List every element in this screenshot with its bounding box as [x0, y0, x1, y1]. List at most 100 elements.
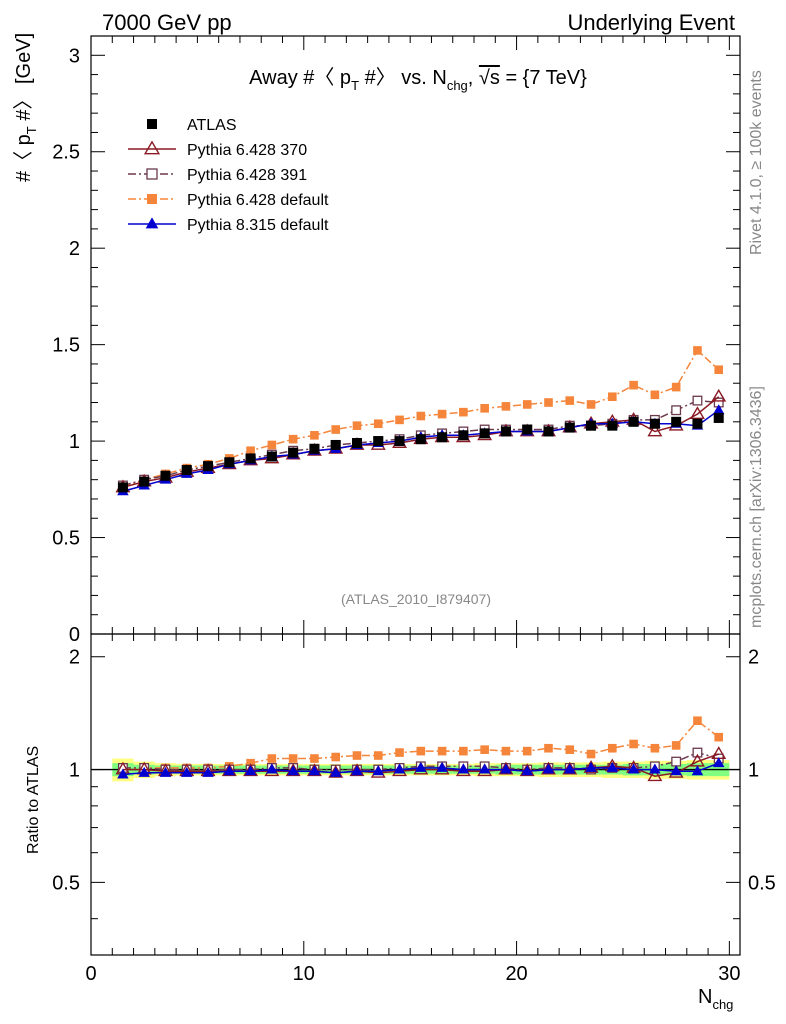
point-0-8	[288, 447, 299, 458]
ratio-point-2-15	[437, 746, 447, 756]
title-part-d: chg	[447, 78, 468, 93]
ratio-point-2-11	[352, 751, 362, 760]
series-0	[117, 412, 724, 493]
point-1-28	[711, 388, 727, 402]
point-0-28	[713, 412, 724, 423]
ratio-point-3-8	[287, 765, 299, 776]
ylabel-part-a: #〈 p	[13, 134, 35, 182]
ratio-point-0-8	[285, 763, 301, 777]
ratio-point-3-0	[117, 768, 129, 779]
point-2-27	[692, 395, 703, 406]
ratio-point-0-6	[243, 763, 259, 777]
ratio-point-2-26	[671, 741, 681, 750]
ratio-point-3-12	[372, 765, 385, 776]
legend-marker-4	[145, 217, 159, 229]
ratio-point-3-4	[202, 766, 214, 777]
title-part-a: Away #〈 p	[249, 67, 351, 89]
ratio-series-2	[118, 716, 724, 774]
point-3-18	[501, 402, 511, 411]
title-part-e: ,	[468, 67, 479, 89]
ratio-point-2-8	[288, 754, 298, 763]
ratio-point-3-25	[649, 763, 661, 774]
main-marks	[115, 346, 727, 496]
ratio-point-3-14	[415, 761, 427, 772]
point-3-20	[544, 398, 553, 407]
legend-label-2: Pythia 6.428 391	[187, 167, 307, 184]
xlabel-part-a: N	[698, 986, 712, 1008]
legend-label-3: Pythia 6.428 default	[187, 192, 329, 209]
point-0-24	[628, 416, 639, 427]
analysis-watermark: (ATLAS_2010_I879407)	[341, 591, 491, 607]
ratio-point-2-12	[373, 751, 383, 760]
ratio-point-2-10	[331, 752, 341, 762]
title-part-b: T	[351, 78, 359, 93]
x-tick-label-2: 20	[505, 963, 527, 985]
ratio-point-2-9	[310, 754, 319, 763]
ratio-point-2-6	[246, 758, 255, 768]
point-3-15	[437, 409, 447, 419]
legend-marker-1	[143, 140, 161, 155]
point-0-15	[437, 432, 448, 443]
ratio-point-3-13	[393, 763, 406, 774]
ylabel-part-c: #〉 [GeV]	[13, 33, 35, 126]
ratio-point-0-10	[328, 764, 344, 778]
ratio-point-2-21	[565, 745, 575, 754]
point-0-26	[671, 416, 682, 427]
point-0-23	[607, 420, 618, 431]
ratio-point-0-19	[519, 763, 535, 777]
point-0-7	[266, 451, 277, 462]
legend-marker-3	[147, 194, 157, 204]
main-panel: 00.511.522.53 Away #〈 pT #〉 vs. Nchg, √s…	[13, 33, 741, 646]
legend-label-1: Pythia 6.428 370	[187, 142, 307, 159]
point-3-8	[288, 434, 298, 444]
point-3-19	[522, 400, 532, 409]
ratio-y-label-left-1: 1	[69, 760, 80, 782]
legend-label-0: ATLAS	[187, 117, 237, 134]
ratio-point-3-20	[542, 763, 555, 774]
ratio-point-3-18	[500, 763, 512, 774]
x-tick-label-1: 10	[293, 963, 315, 985]
legend: ATLAS Pythia 6.428 370 Pythia 6.428 391 …	[128, 117, 329, 234]
ratio-point-3-27	[691, 765, 704, 776]
ratio-point-2-18	[501, 746, 511, 756]
point-0-20	[543, 426, 554, 437]
point-3-14	[416, 411, 426, 421]
title-part-c: #〉 vs. N	[359, 67, 447, 89]
point-0-25	[649, 418, 660, 429]
legend-marker-2	[146, 168, 158, 180]
point-1-25	[647, 423, 663, 437]
rivet-label: Rivet 4.1.0, ≥ 100k events	[748, 70, 765, 255]
point-0-5	[224, 457, 235, 468]
ratio-axis-ticks: 0.5 0.51 12 20 10 20 30	[52, 634, 776, 985]
ratio-point-0-20	[541, 761, 556, 775]
ratio-point-3-10	[329, 766, 342, 777]
point-3-9	[310, 431, 319, 440]
point-0-9	[309, 443, 320, 454]
ratio-point-3-16	[457, 763, 470, 774]
ratio-point-1-26	[671, 756, 682, 767]
ratio-point-0-21	[562, 761, 578, 775]
legend-marker-0	[147, 119, 157, 129]
ratio-point-2-19	[522, 746, 532, 756]
y-tick-label-2: 1	[69, 431, 80, 453]
ratio-point-3-22	[585, 761, 597, 772]
ratio-point-3-7	[266, 763, 278, 774]
ratio-point-3-3	[181, 766, 193, 777]
ratio-y-label-right-1: 1	[748, 760, 759, 782]
point-3-11	[352, 421, 362, 430]
point-0-14	[415, 434, 426, 445]
ratio-point-3-23	[606, 761, 619, 772]
title-part-f: √s	[479, 67, 500, 89]
ratio-point-3-28	[712, 757, 725, 768]
ratio-point-2-23	[608, 743, 617, 753]
y-tick-label-4: 2	[69, 238, 80, 260]
point-0-22	[586, 420, 597, 431]
ratio-frame	[90, 633, 741, 956]
ratio-point-2-7	[267, 754, 277, 763]
ratio-point-2-14	[416, 746, 426, 756]
ratio-y-label-right-0: 0.5	[748, 872, 776, 894]
ratio-point-3-9	[308, 765, 321, 776]
point-3-13	[395, 415, 404, 425]
ratio-point-2-24	[629, 739, 638, 749]
ratio-y-label-left-0: 0.5	[52, 872, 80, 894]
